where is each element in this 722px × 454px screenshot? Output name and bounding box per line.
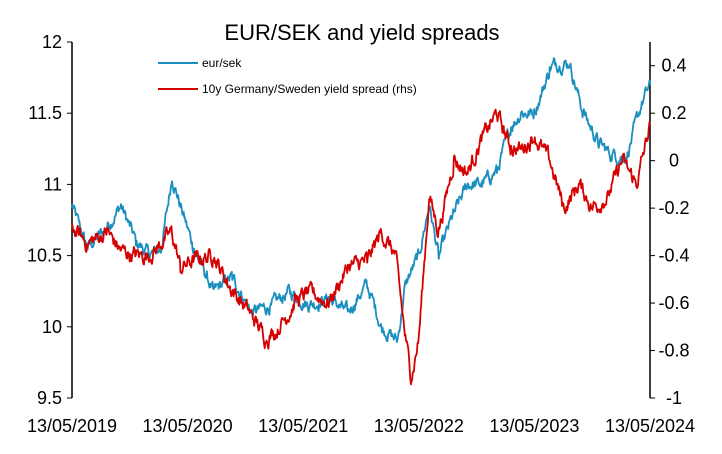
series-line-yield-spread xyxy=(71,108,651,386)
legend-label-eur-sek: eur/sek xyxy=(202,56,242,70)
y-tick-label-left: 11 xyxy=(43,174,62,194)
y-tick-label-right: -0.2 xyxy=(658,198,689,218)
x-tick-label: 13/05/2024 xyxy=(605,416,695,436)
y-tick-label-right: -0.6 xyxy=(658,293,689,313)
series-line-eur-sek xyxy=(71,57,651,343)
legend-label-yield-spread: 10y Germany/Sweden yield spread (rhs) xyxy=(202,82,417,96)
axes: 9.5 10 10.5 11 11.5 12 -1 -0.8 -0.6 -0.4 -0.2 0 0.2 0… xyxy=(27,32,695,436)
x-tick-label: 13/05/2023 xyxy=(489,416,579,436)
y-tick-label-right: 0.4 xyxy=(661,56,686,76)
y-tick-label-left: 9.5 xyxy=(37,388,62,408)
y-tick-label-left: 10 xyxy=(42,317,62,337)
chart-title: EUR/SEK and yield spreads xyxy=(224,20,499,45)
y-tick-label-left: 11.5 xyxy=(28,103,62,123)
y-tick-label-right: -0.4 xyxy=(658,246,689,266)
y-tick-label-right: 0.2 xyxy=(661,103,686,123)
x-tick-label: 13/05/2021 xyxy=(258,416,348,436)
y-tick-label-left: 10.5 xyxy=(27,246,62,266)
legend: eur/sek 10y Germany/Sweden yield spread … xyxy=(158,56,417,96)
y-tick-label-right: -1 xyxy=(666,388,682,408)
y-tick-label-left: 12 xyxy=(42,32,62,52)
y-tick-label-right: 0 xyxy=(669,151,679,171)
x-tick-label: 13/05/2020 xyxy=(143,416,233,436)
x-tick-label: 13/05/2022 xyxy=(374,416,464,436)
x-tick-label: 13/05/2019 xyxy=(27,416,117,436)
series-layer xyxy=(71,57,651,386)
y-tick-label-right: -0.8 xyxy=(658,341,689,361)
